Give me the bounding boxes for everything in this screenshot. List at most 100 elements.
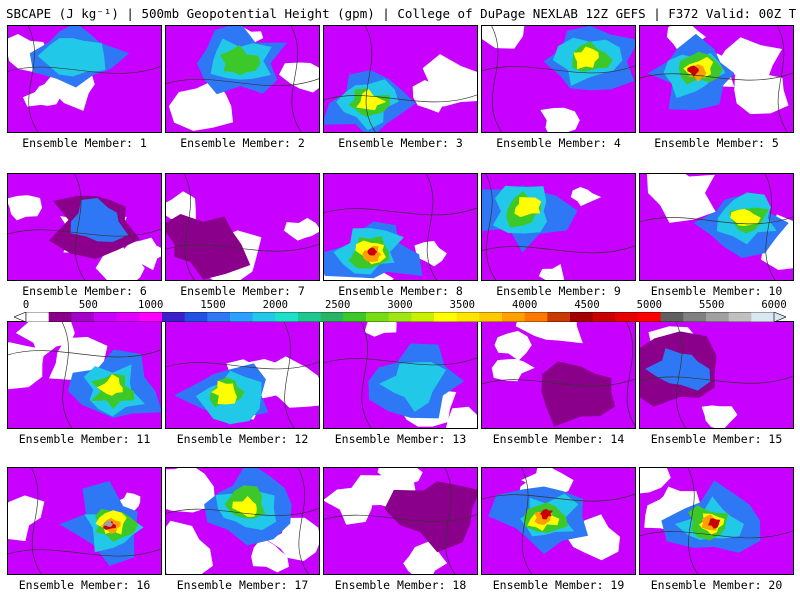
ensemble-member-map xyxy=(165,173,320,281)
boundary-line xyxy=(324,94,477,103)
low-cape-area xyxy=(482,26,525,49)
boundary-line xyxy=(61,322,73,428)
ensemble-member-map xyxy=(639,467,794,575)
boundary-line xyxy=(482,493,635,502)
cape-contour-fill xyxy=(103,520,113,527)
low-cape-area xyxy=(701,405,738,428)
colorbar-tick-labels: 0 500 1000 1500 2000 2500 3000 3500 4000 4500 5000… xyxy=(14,299,787,312)
ensemble-member-label: Ensemble Member: 13 xyxy=(334,432,467,446)
low-cape-area xyxy=(279,62,319,93)
low-cape-area xyxy=(540,107,580,132)
cape-contour-fill xyxy=(379,362,447,412)
colorbar-swatch xyxy=(230,312,254,322)
colorbar-swatch xyxy=(207,312,231,322)
boundary-line xyxy=(166,78,319,86)
low-cape-area xyxy=(521,468,574,496)
colorbar-swatch xyxy=(48,312,72,322)
boundary-line xyxy=(640,530,793,539)
ensemble-member-map xyxy=(165,321,320,429)
boundary-line xyxy=(31,468,42,574)
colorbar-swatch xyxy=(252,312,276,322)
sbcape-colorbar: 0 500 1000 1500 2000 2500 3000 3500 4000 4500 5000… xyxy=(14,299,787,324)
colorbar-tick-label: 3000 xyxy=(387,299,413,311)
boundary-line xyxy=(360,322,372,428)
low-cape-area xyxy=(640,468,671,494)
colorbar-swatch xyxy=(660,312,684,322)
low-cape-area xyxy=(8,34,48,73)
ensemble-member-map xyxy=(323,467,478,575)
boundary-line xyxy=(8,228,161,237)
ensemble-member-label: Ensemble Member: 14 xyxy=(492,432,625,446)
colorbar-min-arrow xyxy=(14,312,27,322)
colorbar-swatch xyxy=(411,312,435,322)
low-cape-area xyxy=(491,359,535,382)
ensemble-member-label: Ensemble Member: 8 xyxy=(338,284,463,298)
colorbar-swatch xyxy=(94,312,118,322)
colorbar-swatch xyxy=(116,312,140,322)
colorbar-swatch xyxy=(706,312,730,322)
boundary-line xyxy=(324,514,477,522)
colorbar-swatch xyxy=(434,312,458,322)
colorbar-swatch xyxy=(184,312,208,322)
cape-contour-fill xyxy=(541,361,616,427)
cape-contour-fill xyxy=(384,481,477,553)
sbcape-field xyxy=(640,26,793,132)
low-cape-area xyxy=(734,73,789,115)
low-cape-area xyxy=(646,174,716,223)
cape-contour-fill xyxy=(37,38,106,77)
cape-contour-fill xyxy=(707,518,721,529)
boundary-line xyxy=(283,322,295,428)
boundary-line xyxy=(74,174,85,280)
ensemble-member-label: Ensemble Member: 6 xyxy=(22,284,147,298)
colorbar-tick-label: 4500 xyxy=(574,299,600,311)
ensemble-member-map xyxy=(7,173,162,281)
low-cape-area xyxy=(8,495,45,542)
boundary-line xyxy=(640,375,793,384)
sbcape-field xyxy=(482,322,635,428)
sbcape-field xyxy=(482,468,635,574)
ensemble-member-map xyxy=(639,321,794,429)
cape-contour-fill xyxy=(219,45,261,76)
colorbar-tick-label: 5000 xyxy=(636,299,662,311)
colorbar-tick-label: 5500 xyxy=(699,299,725,311)
low-cape-area xyxy=(8,195,43,221)
boundary-line xyxy=(324,357,477,366)
colorbar-swatch xyxy=(26,312,50,322)
colorbar-tick-label: 0 xyxy=(22,299,30,311)
ensemble-member-label: Ensemble Member: 4 xyxy=(496,136,621,150)
boundary-line xyxy=(166,361,319,370)
sbcape-field xyxy=(166,174,319,280)
colorbar-max-arrow xyxy=(773,312,786,322)
colorbar-swatch xyxy=(298,312,322,322)
boundary-line xyxy=(482,65,635,74)
low-cape-area xyxy=(494,330,532,361)
ensemble-member-map xyxy=(481,25,636,133)
boundary-line xyxy=(491,26,502,132)
colorbar-swatch xyxy=(615,312,639,322)
low-cape-area xyxy=(377,468,423,487)
ensemble-member-map xyxy=(481,321,636,429)
sbcape-field xyxy=(640,322,793,428)
colorbar-swatch xyxy=(320,312,344,322)
boundary-line xyxy=(8,349,161,358)
low-cape-area xyxy=(538,264,564,280)
low-cape-area xyxy=(166,468,216,513)
low-cape-area xyxy=(761,214,793,270)
ensemble-member-label: Ensemble Member: 1 xyxy=(22,136,147,150)
low-cape-area xyxy=(566,514,620,561)
ensemble-member-label: Ensemble Member: 10 xyxy=(650,284,783,298)
colorbar-tick-label: 4000 xyxy=(512,299,538,311)
map-title: SBCAPE (J kg⁻¹) | 500mb Geopotential Hei… xyxy=(6,6,796,21)
low-cape-area xyxy=(8,342,45,390)
colorbar-swatch xyxy=(366,312,390,322)
colorbar-swatch xyxy=(71,312,95,322)
ensemble-member-map xyxy=(323,321,478,429)
boundary-line xyxy=(290,26,302,132)
colorbar-swatch xyxy=(275,312,299,322)
ensemble-member-map xyxy=(639,173,794,281)
ensemble-member-label: Ensemble Member: 9 xyxy=(496,284,621,298)
low-cape-area xyxy=(166,520,213,574)
ensemble-member-map xyxy=(7,25,162,133)
ensemble-member-label: Ensemble Member: 5 xyxy=(654,136,779,150)
sbcape-field xyxy=(8,468,161,574)
